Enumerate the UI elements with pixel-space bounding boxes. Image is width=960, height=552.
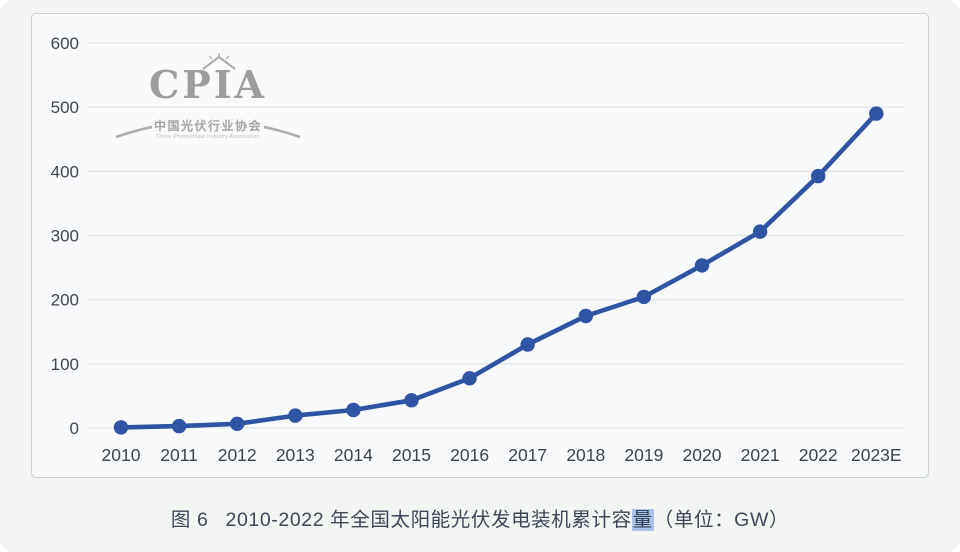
- data-point: [869, 106, 884, 121]
- x-tick-label: 2020: [683, 445, 722, 465]
- x-tick-label: 2010: [102, 445, 141, 465]
- series-line: [118, 111, 879, 430]
- y-tick-label: 600: [51, 34, 79, 53]
- data-point: [520, 337, 535, 352]
- caption-text: 2010-2022 年全国太阳能光伏发电装机累计容: [225, 509, 632, 531]
- x-tick-label: 2014: [334, 445, 373, 465]
- line-chart: 0 100 200 300 400 500 600 2010 2011 2012 2013 2014 2…: [51, 34, 904, 465]
- data-point: [578, 308, 593, 324]
- x-tick-label: 2015: [392, 445, 431, 465]
- y-tick-label: 500: [51, 98, 79, 117]
- data-point: [404, 393, 419, 408]
- x-tick-label: 2018: [566, 445, 605, 465]
- x-tick-label: 2019: [624, 445, 663, 465]
- data-point: [171, 418, 187, 434]
- x-tick-label: 2012: [218, 445, 257, 465]
- data-point: [752, 224, 768, 239]
- data-point: [346, 402, 361, 418]
- caption-unit: （单位：GW）: [653, 509, 790, 531]
- y-tick-label: 100: [51, 355, 79, 374]
- x-tick-label: 2011: [160, 445, 198, 465]
- y-tick-label: 400: [51, 162, 79, 181]
- x-tick-label: 2022: [799, 445, 838, 465]
- y-tick-label: 200: [51, 291, 79, 310]
- x-tick-label: 2023E: [851, 445, 902, 465]
- data-point: [230, 416, 245, 431]
- y-tick-label: 0: [70, 419, 79, 438]
- data-point: [462, 371, 477, 386]
- x-tick-label: 2013: [276, 445, 315, 465]
- x-tick-label: 2021: [741, 445, 780, 465]
- chart-card: 0 100 200 300 400 500 600 2010 2011 2012 2013 2014 2…: [31, 13, 929, 478]
- data-point: [694, 258, 710, 273]
- data-point: [113, 420, 129, 435]
- data-point: [288, 408, 303, 423]
- x-tick-label: 2016: [450, 445, 489, 465]
- y-tick-label: 300: [51, 227, 79, 246]
- figure-number: 图 6: [170, 509, 209, 531]
- data-point: [811, 168, 826, 184]
- caption-highlighted-char: 量: [631, 509, 654, 531]
- figure-caption: 图 6 2010-2022 年全国太阳能光伏发电装机累计容量（单位：GW）: [0, 503, 960, 532]
- data-point: [636, 289, 652, 305]
- x-tick-label: 2017: [508, 445, 547, 465]
